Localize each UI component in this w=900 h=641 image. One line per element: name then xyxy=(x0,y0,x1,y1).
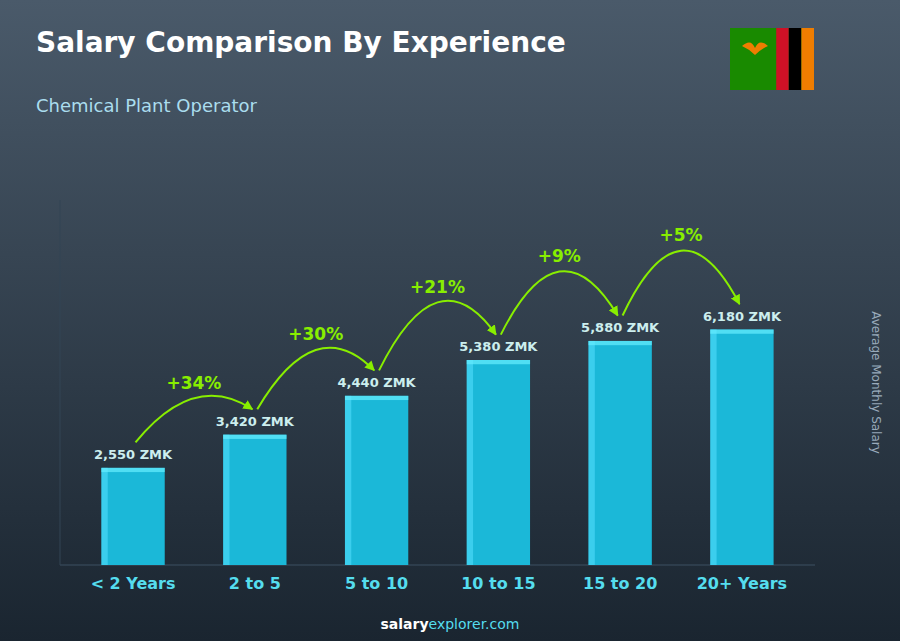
x-axis-line xyxy=(60,564,815,566)
x-tick-label: 20+ Years xyxy=(697,574,787,593)
bar-cap xyxy=(710,330,773,334)
bar-highlight xyxy=(589,341,595,565)
data-label: 4,440 ZMK xyxy=(338,375,417,390)
title: Salary Comparison By Experience xyxy=(36,26,566,59)
change-arrow xyxy=(379,301,496,371)
annotation: +9% xyxy=(538,246,581,266)
flag-stripe xyxy=(801,28,814,90)
bar xyxy=(101,468,164,565)
bar xyxy=(223,435,286,565)
change-arrow xyxy=(623,251,740,316)
bar-cap xyxy=(345,396,408,400)
x-tick-label: 10 to 15 xyxy=(461,574,535,593)
bar xyxy=(589,341,652,565)
bar-cap xyxy=(223,435,286,439)
bars xyxy=(101,330,773,565)
flag-eagle xyxy=(742,42,768,55)
subtitle: Chemical Plant Operator xyxy=(36,95,257,116)
bar-highlight xyxy=(710,330,716,565)
bar xyxy=(710,330,773,565)
x-tick-label: < 2 Years xyxy=(91,574,176,593)
flag-stripe xyxy=(789,28,802,90)
background xyxy=(0,0,900,641)
footer-normal: explorer.com xyxy=(429,616,520,632)
x-tick-label: 2 to 5 xyxy=(229,574,281,593)
data-label: 5,880 ZMK xyxy=(581,320,660,335)
chart: Salary Comparison By Experience Chemical … xyxy=(0,0,900,641)
data-label: 2,550 ZMK xyxy=(94,447,173,462)
data-label: 5,380 ZMK xyxy=(459,339,538,354)
bar xyxy=(467,360,530,565)
annotation: +34% xyxy=(166,373,221,393)
bar-highlight xyxy=(101,468,107,565)
bar xyxy=(345,396,408,565)
y-range-line xyxy=(60,200,61,565)
bar-cap xyxy=(589,341,652,345)
flag-stripe xyxy=(776,28,789,90)
data-label: 3,420 ZMK xyxy=(216,414,295,429)
bar-cap xyxy=(467,360,530,364)
annotation: +5% xyxy=(659,225,702,245)
change-arrow xyxy=(257,348,374,410)
footer: salaryexplorer.com xyxy=(381,616,520,632)
bar-highlight xyxy=(345,396,351,565)
annotation: +21% xyxy=(410,277,465,297)
y-axis-label: Average Monthly Salary xyxy=(869,311,883,454)
change-arrow xyxy=(136,396,253,443)
x-tick-label: 5 to 10 xyxy=(345,574,408,593)
footer-bold: salary xyxy=(381,616,429,632)
change-arrow xyxy=(501,271,618,334)
bar-highlight xyxy=(467,360,473,565)
flag-field xyxy=(730,28,814,90)
annotation: +30% xyxy=(288,324,343,344)
data-label: 6,180 ZMK xyxy=(703,309,782,324)
bar-cap xyxy=(101,468,164,472)
x-tick-label: 15 to 20 xyxy=(583,574,657,593)
flag xyxy=(730,28,814,90)
bar-highlight xyxy=(223,435,229,565)
